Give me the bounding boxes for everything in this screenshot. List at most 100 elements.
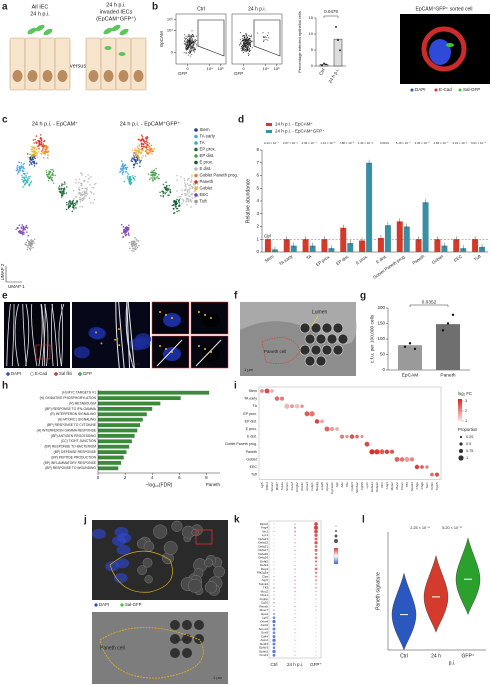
umap-cell — [131, 243, 134, 245]
panel-label: f — [234, 291, 238, 302]
y-tick-label: 6 — [256, 173, 259, 178]
umap-cell — [190, 180, 193, 183]
gene-label: Ube2c — [300, 482, 304, 491]
granule — [321, 322, 333, 334]
gate — [197, 19, 225, 57]
event — [191, 38, 193, 40]
dot — [272, 627, 276, 631]
row-label: TA — [253, 404, 258, 408]
event — [241, 46, 243, 48]
umap-cell — [176, 179, 179, 182]
gene-label: Ang4 — [261, 526, 268, 530]
umap-cell — [26, 244, 28, 247]
umap-cell — [190, 200, 193, 203]
umap-cell — [76, 200, 79, 203]
legend-label: E prox. — [200, 160, 214, 165]
umap-cell — [164, 192, 166, 195]
plot-title: 24 h p.i. - EpCAM⁺GFP⁺ — [120, 120, 181, 127]
violin — [391, 573, 417, 651]
umap-cell — [45, 171, 48, 174]
dot — [294, 613, 296, 615]
dot — [349, 434, 355, 439]
nucleus — [113, 573, 128, 584]
umap-cell — [26, 231, 28, 233]
x-tick-label: Paneth — [411, 253, 426, 265]
event — [191, 42, 193, 44]
event — [251, 36, 253, 38]
umap-cell — [163, 187, 166, 189]
umap-cell — [150, 144, 153, 147]
point — [321, 64, 323, 67]
event — [242, 50, 244, 52]
umap-cell — [31, 160, 34, 163]
umap-cell — [126, 175, 129, 178]
event — [245, 48, 247, 50]
legend-swatch — [194, 186, 198, 191]
legend-swatch — [78, 372, 82, 376]
event — [185, 47, 187, 49]
row-label: TA early — [244, 397, 257, 401]
umap-cell — [59, 191, 61, 193]
gene-label: Hmgb2 — [295, 482, 299, 492]
umap-cell — [145, 142, 147, 145]
umap-cell — [148, 178, 151, 181]
bacteria — [43, 28, 53, 36]
umap-cell — [30, 145, 32, 148]
dot — [273, 523, 275, 525]
row-label: E prox. — [246, 427, 257, 431]
umap-cell — [69, 203, 72, 205]
umap-cell — [68, 204, 70, 207]
event — [193, 42, 195, 44]
x-tick-label: 8 — [205, 475, 208, 480]
umap-cell — [123, 164, 125, 167]
event — [185, 46, 187, 48]
event — [265, 39, 267, 41]
dot — [315, 586, 317, 589]
legend-label: DAPI — [99, 602, 109, 607]
event — [245, 43, 247, 45]
dot — [314, 537, 318, 541]
dot — [294, 602, 296, 604]
p-value: 5.20 × 10⁻⁸ — [442, 526, 462, 530]
umap-cell — [146, 148, 148, 151]
dot — [273, 590, 275, 593]
x-axis-label: GFP — [234, 71, 243, 76]
umap-cell — [48, 171, 50, 174]
y-tick-label: 10 — [309, 31, 314, 36]
violin — [423, 555, 449, 633]
bacteria — [159, 311, 161, 313]
event — [183, 37, 185, 39]
umap-cell — [73, 202, 76, 205]
membrane — [127, 301, 135, 369]
p-value: 2.67 × 10⁻³ — [283, 141, 298, 145]
event — [189, 51, 191, 53]
point — [446, 322, 450, 325]
event — [193, 36, 195, 38]
gene-label: Reg3g — [315, 482, 319, 491]
umap-cell — [140, 159, 142, 162]
umap-cell — [93, 198, 96, 201]
umap-cell — [78, 188, 80, 191]
umap-cell — [45, 145, 48, 148]
umap-cell — [31, 150, 33, 153]
umap-cell — [135, 238, 138, 241]
term-label: (BP) RESPONSE TO IFN-GAMMA — [45, 407, 97, 411]
umap-cell — [183, 177, 185, 180]
dot — [273, 601, 275, 604]
umap-cell — [21, 176, 24, 179]
umap-cell — [157, 177, 159, 180]
gene-label: Fabp1 — [310, 482, 314, 491]
event — [185, 44, 187, 46]
x-tick-label: 0 — [186, 66, 189, 71]
umap-cell — [191, 176, 193, 178]
event — [189, 43, 191, 45]
gene-label: Ang4 — [385, 482, 389, 489]
umap-cell — [188, 177, 191, 180]
umap-cell — [69, 201, 72, 204]
y-tick-label: 10⁵ — [167, 16, 173, 21]
legend-swatch — [266, 123, 272, 126]
dot — [314, 556, 318, 560]
nucleus — [103, 70, 114, 82]
umap-cell — [151, 178, 154, 180]
nucleus — [118, 70, 129, 82]
